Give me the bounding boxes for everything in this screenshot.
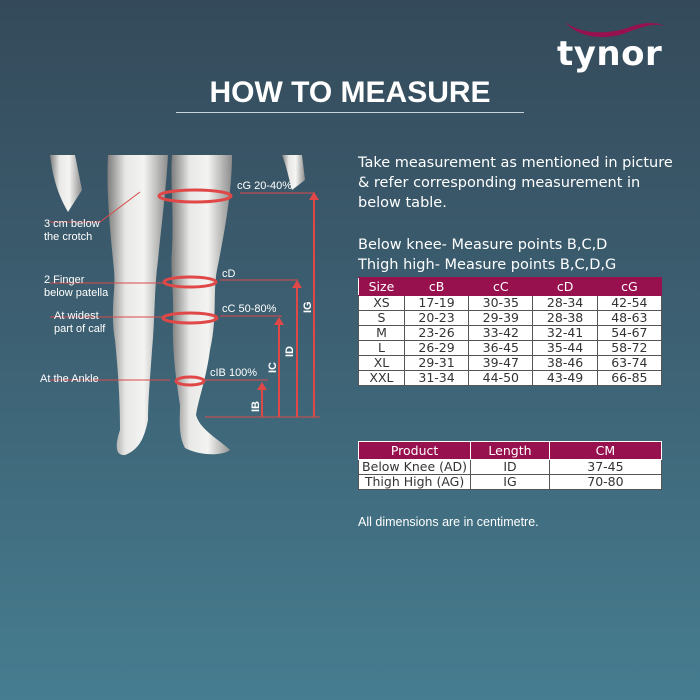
table-row: L 26-29 36-45 35-44 58-72 [358, 340, 663, 356]
below-knee-points: Below knee- Measure points B,C,D [358, 237, 608, 253]
table-cell: S [358, 310, 405, 326]
intro-line: Take measurement as mentioned in picture [358, 155, 673, 171]
title-divider [176, 112, 524, 113]
label-line: At widest [54, 310, 99, 322]
leg-illustration [50, 155, 320, 456]
table-row: XXL 31-34 44-50 43-49 66-85 [358, 370, 663, 386]
table-cell: 66-85 [596, 370, 663, 386]
table-cell: 70-80 [548, 474, 663, 490]
table-row: Below Knee (AD) ID 37-45 [357, 459, 663, 475]
table-cell: 28-38 [532, 310, 598, 326]
label-cd: cD [222, 268, 236, 280]
col-header: cG [596, 277, 663, 296]
table-cell: 32-41 [532, 325, 598, 341]
length-ib: IB [250, 401, 262, 412]
intro-text: Take measurement as mentioned in picture… [358, 153, 673, 213]
label-calf: At widest part of calf [54, 310, 105, 336]
table-cell: 20-23 [403, 310, 470, 326]
label-line: the crotch [44, 231, 93, 243]
length-id: ID [284, 346, 296, 357]
table-cell: L [358, 340, 405, 356]
right-hand [282, 155, 305, 190]
label-line: below patella [44, 287, 109, 299]
table-cell: 35-44 [532, 340, 598, 356]
table-row: Thigh High (AG) IG 70-80 [357, 474, 663, 490]
table-cell: 29-39 [468, 310, 534, 326]
label-line: part of calf [54, 323, 106, 335]
col-header: Size [358, 277, 405, 296]
table-cell: 63-74 [596, 355, 663, 371]
table-cell: XL [358, 355, 405, 371]
table-cell: Below Knee (AD) [357, 459, 472, 475]
table-cell: 48-63 [596, 310, 663, 326]
table-cell: 37-45 [548, 459, 663, 475]
table-row: XS 17-19 30-35 28-34 42-54 [358, 295, 663, 311]
col-header: Product [357, 441, 472, 460]
table-cell: 17-19 [403, 295, 470, 311]
table-cell: 39-47 [468, 355, 534, 371]
table-cell: 33-42 [468, 325, 534, 341]
table-cell: 58-72 [596, 340, 663, 356]
logo-text: tynor [557, 34, 663, 74]
tynor-logo: tynor [553, 14, 668, 76]
table-cell: 23-26 [403, 325, 470, 341]
col-header: CM [548, 441, 663, 460]
units-note: All dimensions are in centimetre. [358, 515, 539, 529]
label-ankle: At the Ankle [40, 373, 99, 385]
length-ic: IC [267, 362, 279, 373]
table-cell: 28-34 [532, 295, 598, 311]
label-crotch: 3 cm below the crotch [44, 218, 100, 244]
left-hand [50, 155, 82, 212]
label-cb: cIB 100% [210, 367, 258, 379]
label-patella: 2 Finger below patella [44, 274, 108, 300]
col-header: cC [468, 277, 534, 296]
table-cell: M [358, 325, 405, 341]
label-line: 3 cm below [44, 218, 100, 230]
intro-line: & refer corresponding measurement in [358, 175, 641, 191]
table-cell: 42-54 [596, 295, 663, 311]
table-cell: 38-46 [532, 355, 598, 371]
thigh-high-points: Thigh high- Measure points B,C,D,G [358, 257, 617, 273]
table-cell: 26-29 [403, 340, 470, 356]
table-cell: 44-50 [468, 370, 534, 386]
table-cell: Thigh High (AG) [357, 474, 472, 490]
table-row: XL 29-31 39-47 38-46 63-74 [358, 355, 663, 371]
table-cell: 30-35 [468, 295, 534, 311]
table-cell: IG [470, 474, 550, 490]
label-cg: cG 20-40% [237, 180, 293, 192]
length-ig: IG [302, 301, 314, 313]
measure-points: Below knee- Measure points B,C,D Thigh h… [358, 235, 616, 275]
page-title: HOW TO MEASURE [209, 76, 491, 109]
label-line: 2 Finger [44, 274, 85, 286]
table-row: S 20-23 29-39 28-38 48-63 [358, 310, 663, 326]
product-table: Product Length CM Below Knee (AD) ID 37-45… [357, 441, 663, 490]
table-cell: 29-31 [403, 355, 470, 371]
table-cell: XS [358, 295, 405, 311]
logo-swoosh-icon [565, 22, 665, 38]
size-table: Size cB cC cD cG XS 17-19 30-35 28-34 42-54 S… [358, 277, 663, 386]
label-cc: cC 50-80% [222, 303, 277, 315]
table-cell: 43-49 [532, 370, 598, 386]
col-header: cD [532, 277, 598, 296]
table-cell: 36-45 [468, 340, 534, 356]
col-header: Length [470, 441, 550, 460]
table-cell: 54-67 [596, 325, 663, 341]
table-cell: 31-34 [403, 370, 470, 386]
col-header: cB [403, 277, 470, 296]
intro-line: below table. [358, 195, 447, 211]
table-row: M 23-26 33-42 32-41 54-67 [358, 325, 663, 341]
table-cell: XXL [358, 370, 405, 386]
table-cell: ID [470, 459, 550, 475]
